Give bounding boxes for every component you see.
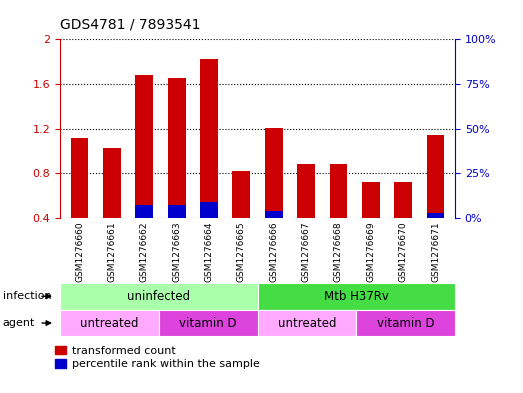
Bar (135, 75, 153, 218)
Bar (71, 138, 88, 218)
Legend: transformed count, percentile rank within the sample: transformed count, percentile rank withi… (55, 346, 260, 369)
Text: GSM1276663: GSM1276663 (172, 221, 181, 282)
Text: GSM1276661: GSM1276661 (107, 221, 117, 282)
Bar (200, 59, 218, 218)
Text: GSM1276664: GSM1276664 (204, 221, 213, 282)
Bar (200, 202, 218, 218)
Bar (159, 310, 257, 336)
Bar (103, 148, 121, 218)
Text: GSM1276668: GSM1276668 (334, 221, 343, 282)
Text: GDS4781 / 7893541: GDS4781 / 7893541 (60, 17, 201, 31)
Bar (168, 205, 186, 218)
Bar (265, 128, 282, 218)
Text: GSM1276670: GSM1276670 (399, 221, 408, 282)
Text: GSM1276662: GSM1276662 (140, 221, 149, 282)
Bar (362, 182, 380, 218)
Text: vitamin D: vitamin D (179, 316, 237, 330)
Bar (233, 171, 251, 218)
Bar (60, 283, 257, 310)
Bar (265, 211, 282, 218)
Bar (60, 310, 159, 336)
Bar (257, 283, 455, 310)
Bar (329, 164, 347, 218)
Text: Mtb H37Rv: Mtb H37Rv (324, 290, 389, 303)
Text: GSM1276666: GSM1276666 (269, 221, 278, 282)
Bar (297, 164, 315, 218)
Bar (135, 205, 153, 218)
Bar (394, 182, 412, 218)
Text: GSM1276669: GSM1276669 (366, 221, 376, 282)
Text: GSM1276667: GSM1276667 (302, 221, 311, 282)
Text: untreated: untreated (80, 316, 139, 330)
Bar (356, 310, 455, 336)
Text: GSM1276660: GSM1276660 (75, 221, 84, 282)
Bar (168, 79, 186, 218)
Bar (427, 213, 445, 218)
Text: uninfected: uninfected (127, 290, 190, 303)
Bar (257, 310, 356, 336)
Text: GSM1276671: GSM1276671 (431, 221, 440, 282)
Text: untreated: untreated (278, 316, 336, 330)
Text: GSM1276665: GSM1276665 (237, 221, 246, 282)
Text: vitamin D: vitamin D (377, 316, 435, 330)
Text: agent: agent (3, 318, 35, 328)
Bar (427, 136, 445, 218)
Text: infection: infection (3, 291, 51, 301)
